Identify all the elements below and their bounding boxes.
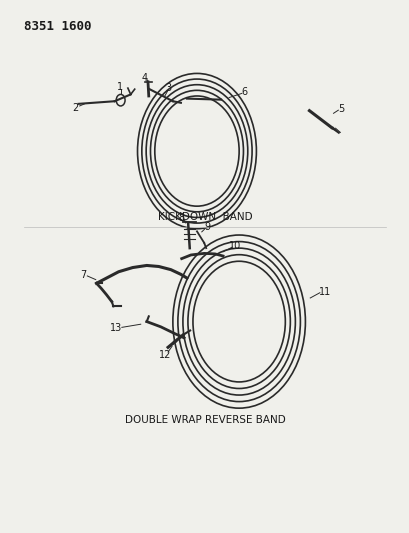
Text: KICKDOWN  BAND: KICKDOWN BAND (157, 212, 252, 222)
Text: 2: 2 (72, 102, 79, 112)
Text: 8: 8 (178, 213, 184, 223)
Text: 9: 9 (204, 222, 210, 232)
Text: 13: 13 (110, 323, 121, 333)
Text: 11: 11 (318, 287, 330, 297)
Text: 12: 12 (158, 350, 171, 360)
Text: DOUBLE WRAP REVERSE BAND: DOUBLE WRAP REVERSE BAND (124, 415, 285, 425)
Text: 4: 4 (142, 72, 148, 83)
Text: 8351 1600: 8351 1600 (24, 20, 92, 33)
Text: 7: 7 (81, 270, 87, 280)
Text: 6: 6 (241, 87, 247, 97)
Text: 10: 10 (229, 240, 240, 251)
Text: 5: 5 (337, 104, 344, 114)
Text: 1: 1 (117, 82, 123, 92)
Text: 3: 3 (164, 83, 171, 93)
